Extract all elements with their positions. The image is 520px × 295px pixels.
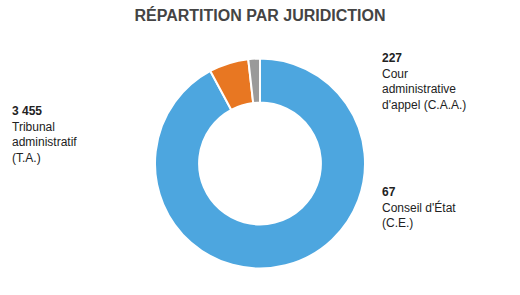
svg-text:67Conseil d'État(C.E.): 67Conseil d'État(C.E.) bbox=[382, 185, 456, 230]
svg-text:3 455Tribunaladministratif(T.A: 3 455Tribunaladministratif(T.A.) bbox=[12, 104, 77, 165]
svg-text:227Couradministratived'appel (: 227Couradministratived'appel (C.A.A.) bbox=[382, 51, 466, 112]
svg-text:RÉPARTITION PAR JURIDICTION: RÉPARTITION PAR JURIDICTION bbox=[135, 6, 386, 24]
